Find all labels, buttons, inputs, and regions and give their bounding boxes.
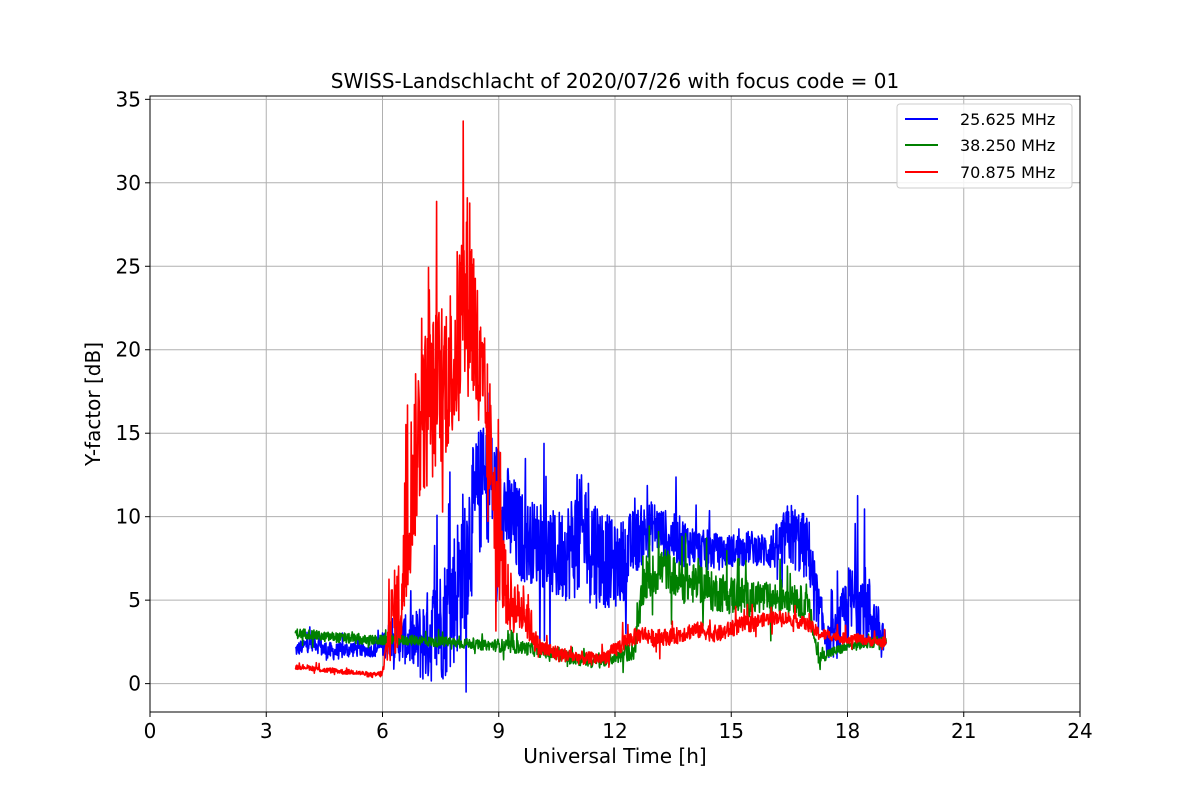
series-line-70875 [294, 120, 888, 679]
y-tick-label: 10 [116, 505, 141, 529]
series-line-25625 [294, 392, 888, 693]
legend-label-38250: 38.250 MHz [960, 136, 1055, 155]
y-tick-label: 15 [116, 421, 141, 445]
x-tick-label: 0 [144, 719, 157, 743]
legend-label-70875: 70.875 MHz [960, 163, 1055, 182]
series-layer [294, 120, 888, 693]
x-axis-label: Universal Time [h] [523, 744, 706, 768]
legend-label-25625: 25.625 MHz [960, 110, 1055, 129]
y-axis-label: Y-factor [dB] [81, 342, 105, 467]
legend: 25.625 MHz 38.250 MHz 70.875 MHz [896, 103, 1073, 189]
y-tick-label: 30 [116, 171, 141, 195]
y-tick-label: 35 [116, 87, 141, 111]
x-tick-label: 6 [376, 719, 389, 743]
x-tick-label: 18 [835, 719, 860, 743]
x-tick-label: 9 [492, 719, 505, 743]
x-ticks: 0 3 6 9 12 15 18 21 24 [144, 712, 1093, 743]
y-ticks: 0 5 10 15 20 25 30 35 [116, 87, 150, 696]
y-tick-label: 0 [128, 672, 141, 696]
y-tick-label: 20 [116, 338, 141, 362]
y-tick-label: 25 [116, 254, 141, 278]
x-tick-label: 15 [719, 719, 744, 743]
y-tick-label: 5 [128, 588, 141, 612]
x-tick-label: 12 [602, 719, 627, 743]
x-tick-label: 21 [951, 719, 976, 743]
x-tick-label: 3 [260, 719, 273, 743]
legend-box [896, 103, 1073, 189]
chart-title: SWISS-Landschlacht of 2020/07/26 with fo… [331, 69, 899, 93]
x-tick-label: 24 [1067, 719, 1092, 743]
